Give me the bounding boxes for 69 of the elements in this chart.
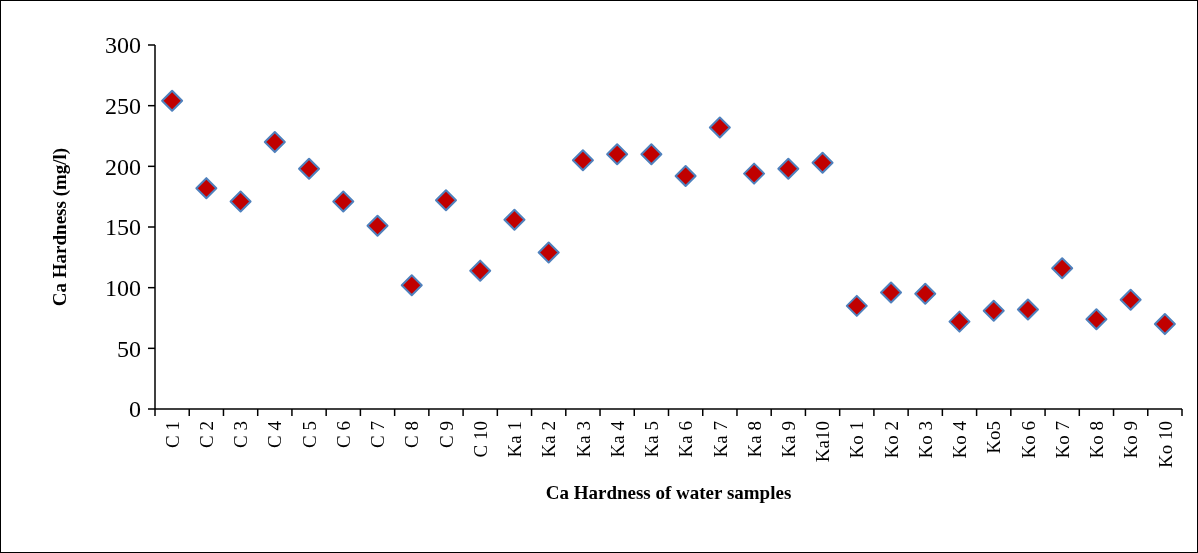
x-tick-label: C 3 [230, 421, 252, 448]
x-tick-label: Ko 6 [1017, 421, 1039, 459]
x-tick-label: Ka10 [812, 421, 834, 463]
x-tick-label: C 2 [196, 421, 217, 448]
y-tick-label: 0 [129, 396, 141, 423]
x-tick-label: Ka 8 [743, 421, 765, 458]
x-tick-label: C 7 [367, 421, 389, 448]
x-tick-label: Ko5 [983, 421, 1005, 454]
point [503, 208, 526, 231]
x-axis-title: Ca Hardness of water samples [545, 482, 792, 503]
point [708, 116, 731, 139]
point [640, 143, 663, 166]
x-tick-label: Ko 9 [1120, 421, 1142, 459]
x-tick-label: Ko 10 [1154, 421, 1176, 468]
x-tick-label: C 9 [435, 421, 457, 448]
point [434, 189, 457, 212]
x-tick-label: Ko 1 [846, 421, 868, 459]
point [1119, 288, 1142, 311]
point [1051, 257, 1074, 280]
point [948, 310, 971, 333]
point [606, 143, 629, 166]
point [880, 281, 903, 304]
x-tick-label: C 4 [264, 420, 286, 448]
point [743, 162, 766, 185]
point [982, 299, 1005, 322]
point [469, 259, 492, 282]
point [537, 241, 560, 264]
x-tick-label: C 6 [332, 421, 354, 448]
y-tick-label: 300 [105, 32, 141, 59]
point [332, 190, 355, 213]
x-tick-label: Ka 6 [675, 421, 697, 458]
x-tick-label: C 8 [401, 421, 423, 448]
x-tick-label: Ka 3 [572, 421, 594, 458]
point [845, 294, 868, 317]
point [263, 131, 286, 154]
y-tick-label: 150 [105, 214, 141, 241]
point [777, 157, 800, 180]
y-tick-label: 200 [105, 153, 141, 180]
point [1016, 298, 1039, 321]
x-tick-label: Ka 2 [538, 421, 560, 458]
point [571, 149, 594, 172]
y-tick-label: 250 [105, 93, 141, 120]
point [1085, 308, 1108, 331]
point [161, 89, 184, 112]
x-tick-label: C 10 [469, 421, 491, 458]
x-tick-label: Ka 5 [641, 421, 663, 458]
y-tick-label: 100 [105, 275, 141, 302]
point [674, 165, 697, 188]
x-tick-label: Ka 4 [606, 420, 628, 458]
x-tick-label: Ka 9 [777, 421, 799, 458]
point [195, 177, 218, 200]
x-tick-label: Ka 1 [504, 421, 526, 458]
x-tick-label: Ko 7 [1051, 421, 1073, 459]
y-axis-title: Ca Hardness (mg/l) [49, 147, 71, 307]
x-tick-label: Ko 2 [880, 421, 902, 459]
point [914, 282, 937, 305]
x-tick-label: C 5 [298, 421, 320, 448]
x-tick-label: Ko 3 [914, 421, 936, 459]
x-tick-label: Ko 8 [1086, 421, 1108, 459]
point [400, 274, 423, 297]
point [1153, 313, 1176, 336]
point [229, 190, 252, 213]
point [366, 214, 389, 237]
x-tick-label: C 1 [161, 421, 183, 448]
point [298, 157, 321, 180]
y-tick-label: 50 [117, 335, 141, 362]
x-tick-label: Ka 7 [709, 421, 731, 458]
point [811, 151, 834, 174]
x-tick-label: Ko 4 [949, 420, 971, 459]
